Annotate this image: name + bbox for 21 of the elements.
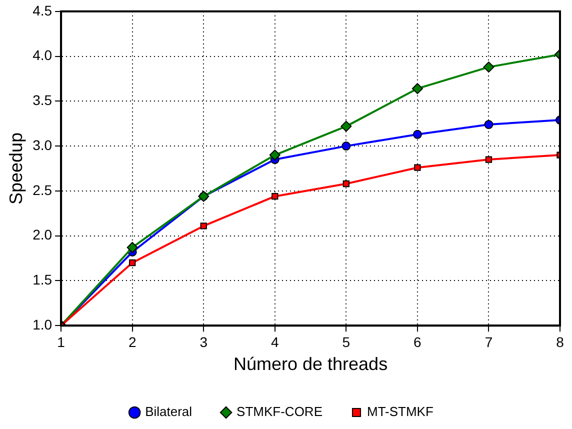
x-axis-title: Número de threads: [233, 354, 388, 374]
y-tick-label: 4.0: [32, 47, 52, 64]
x-tick-label: 1: [57, 334, 66, 350]
y-tick-label: 1.0: [32, 316, 52, 332]
x-tick-label: 3: [200, 334, 208, 350]
y-tick-label: 4.5: [32, 2, 52, 18]
y-tick-label: 2.0: [32, 226, 52, 243]
x-tick-label: 5: [342, 334, 350, 350]
y-tick-label: 2.5: [32, 182, 52, 198]
x-tick-label: 7: [484, 334, 493, 350]
x-tick-label: 6: [414, 334, 422, 350]
x-tick-label: 2: [128, 334, 136, 350]
y-axis-title: Speedup: [6, 132, 26, 205]
legend-label: Bilateral: [145, 404, 192, 420]
legend-label: STMKF-CORE: [236, 404, 323, 420]
y-tick-label: 1.5: [32, 272, 52, 288]
x-tick-label: 4: [270, 334, 279, 350]
legend-label: MT-STMKF: [366, 404, 434, 420]
y-tick-label: 3.5: [32, 92, 52, 108]
y-tick-label: 3.0: [32, 136, 52, 153]
x-tick-label: 8: [556, 334, 564, 350]
